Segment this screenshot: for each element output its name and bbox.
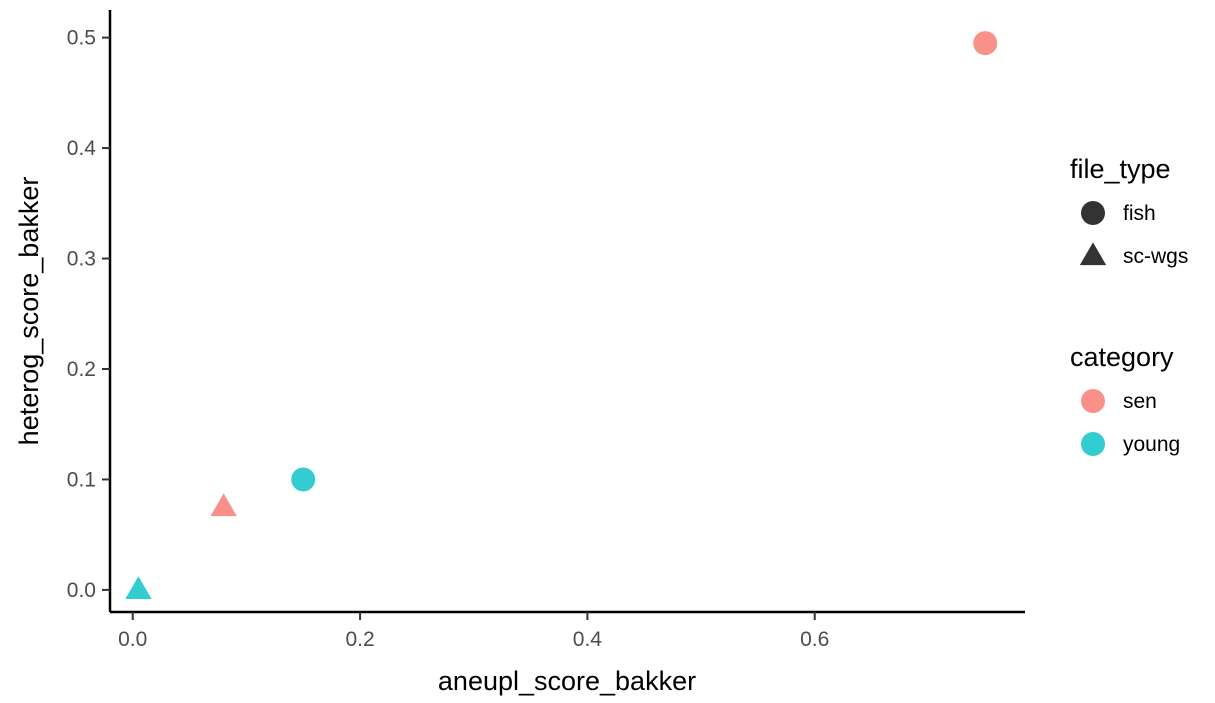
x-ticks: 0.0 0.2 0.4 0.6 bbox=[118, 612, 829, 651]
y-tick-label: 0.5 bbox=[67, 27, 96, 50]
x-tick-label: 0.6 bbox=[800, 628, 829, 651]
legend-title-file-type: file_type bbox=[1070, 154, 1171, 184]
y-tick-label: 0.3 bbox=[67, 248, 96, 271]
x-axis-title: aneupl_score_bakker bbox=[438, 666, 696, 696]
axes bbox=[108, 10, 1025, 614]
legend-label-young: young bbox=[1123, 433, 1180, 456]
legend-key-young bbox=[1081, 432, 1105, 456]
y-tick-label: 0.2 bbox=[67, 358, 96, 381]
legend-label-sc-wgs: sc-wgs bbox=[1123, 245, 1188, 268]
y-tick-label: 0.0 bbox=[67, 579, 96, 602]
legend-key-fish bbox=[1081, 201, 1105, 225]
legend-label-fish: fish bbox=[1123, 202, 1156, 225]
data-point-sen-sc-wgs bbox=[210, 493, 237, 517]
x-tick-label: 0.0 bbox=[118, 628, 147, 651]
y-axis-title: heterog_score_bakker bbox=[14, 177, 44, 446]
x-tick-label: 0.2 bbox=[345, 628, 374, 651]
data-point-young-fish bbox=[291, 467, 316, 492]
legend-key-sen bbox=[1081, 389, 1105, 413]
y-tick-label: 0.1 bbox=[67, 468, 96, 491]
y-tick-label: 0.4 bbox=[67, 137, 97, 160]
y-ticks: 0.0 0.1 0.2 0.3 0.4 0.5 bbox=[67, 27, 110, 602]
legend-title-category: category bbox=[1070, 342, 1174, 372]
data-point-young-sc-wgs bbox=[125, 576, 152, 600]
legend-label-sen: sen bbox=[1123, 390, 1157, 413]
x-tick-label: 0.4 bbox=[573, 628, 603, 651]
data-points bbox=[125, 31, 998, 600]
data-point-sen-fish bbox=[973, 31, 998, 56]
legend-key-sc-wgs bbox=[1079, 242, 1107, 266]
